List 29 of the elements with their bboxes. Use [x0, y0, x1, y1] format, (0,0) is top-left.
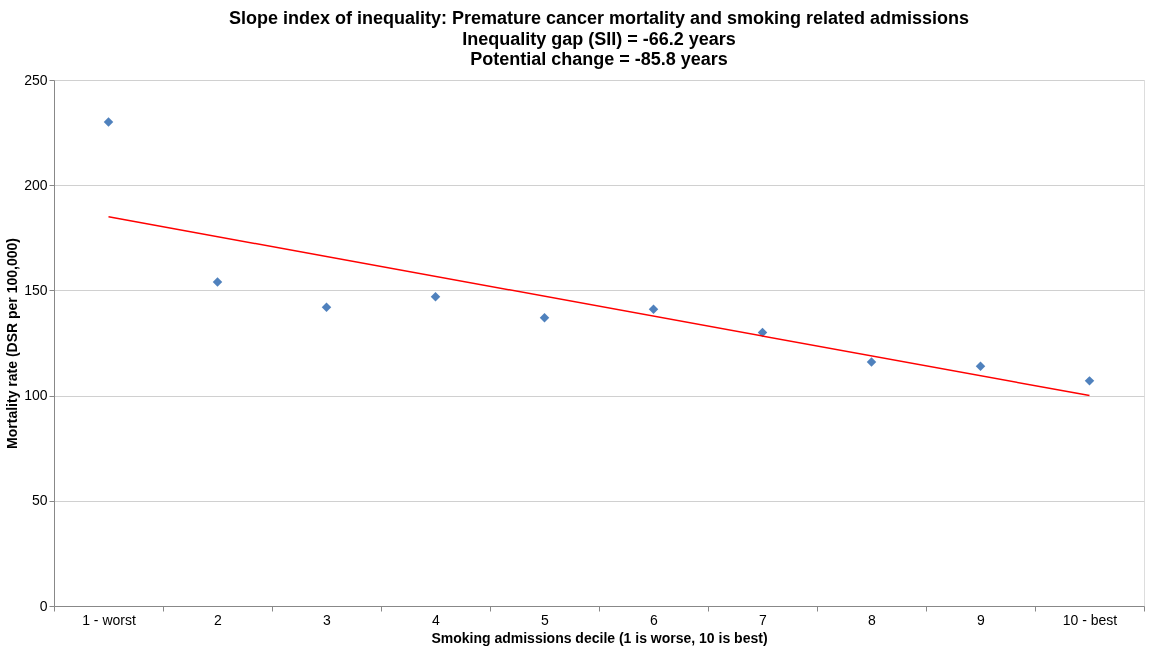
point	[212, 277, 223, 287]
x-tick-label: 8	[868, 611, 877, 628]
point	[321, 302, 332, 312]
x-tick-label: 10 - best	[1062, 611, 1118, 628]
y-tick-label: 0	[39, 597, 48, 614]
x-tick-label: 3	[323, 611, 332, 628]
y-tick-label: 100	[24, 387, 48, 404]
chart-title: Slope index of inequality: Premature cancer mortality and smoking related admissions	[228, 8, 970, 28]
chart-subtitle: Inequality gap (SII) = -66.2 years Potential change = -85.8 years	[462, 29, 736, 69]
y-tick-label: 50	[31, 492, 48, 509]
point	[1084, 376, 1095, 386]
y-tick-label: 250	[24, 71, 48, 88]
x-tick-label: 4	[432, 611, 441, 628]
y-axis-title: Mortality rate (DSR per 100,000)	[4, 238, 21, 449]
point	[975, 361, 986, 371]
x-tick-label: 9	[977, 611, 986, 628]
point	[866, 357, 877, 367]
point	[648, 304, 659, 315]
x-tick-label: 7	[759, 611, 768, 628]
x-tick-label: 6	[650, 611, 659, 628]
y-tick-label: 200	[24, 176, 48, 193]
x-tick-label: 2	[214, 611, 223, 628]
x-tick-label: 5	[541, 611, 550, 628]
point	[539, 313, 550, 323]
x-tick-label: 1 - worst	[82, 611, 136, 628]
point	[103, 117, 114, 127]
x-axis-title: Smoking admissions decile (1 is worse, 10 is best)	[431, 629, 768, 646]
y-tick-label: 150	[24, 281, 48, 298]
point	[430, 291, 441, 302]
